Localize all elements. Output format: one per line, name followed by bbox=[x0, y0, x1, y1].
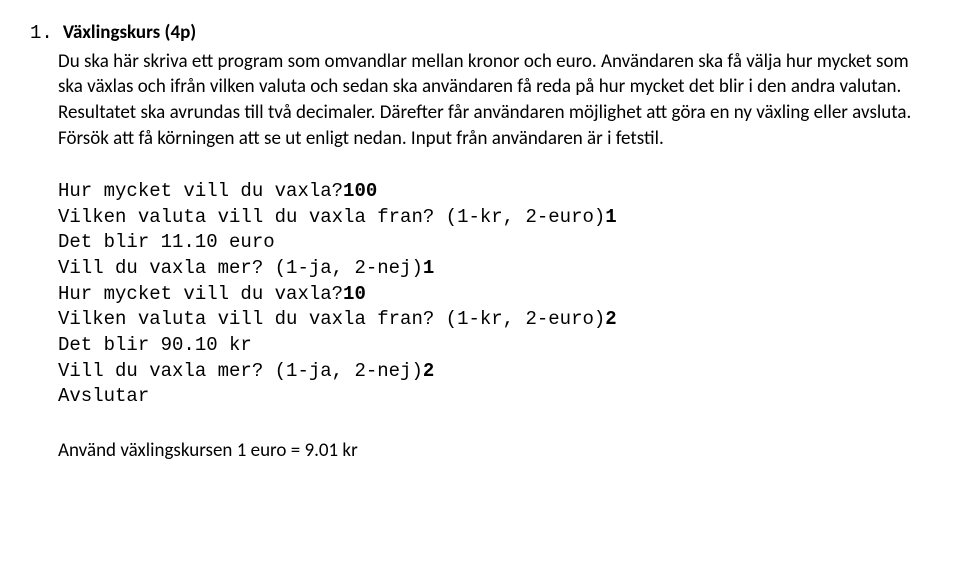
exercise-title: Växlingskurs (4p) bbox=[63, 20, 196, 46]
exercise-paragraph: Du ska här skriva ett program som omvand… bbox=[58, 49, 929, 152]
run-line-5-prompt: Hur mycket vill du vaxla? bbox=[58, 283, 343, 305]
run-line-4-prompt: Vill du vaxla mer? (1-ja, 2-nej) bbox=[58, 257, 423, 279]
run-line-2-prompt: Vilken valuta vill du vaxla fran? (1-kr,… bbox=[58, 206, 605, 228]
run-line-7: Det blir 90.10 kr bbox=[58, 334, 252, 356]
run-line-3: Det blir 11.10 euro bbox=[58, 231, 275, 253]
run-line-6-prompt: Vilken valuta vill du vaxla fran? (1-kr,… bbox=[58, 308, 605, 330]
exchange-rate-note: Använd växlingskursen 1 euro = 9.01 kr bbox=[58, 438, 929, 464]
run-line-5-input: 10 bbox=[343, 283, 366, 305]
run-line-8-input: 2 bbox=[423, 360, 434, 382]
run-line-1-input: 100 bbox=[343, 180, 377, 202]
heading-row: 1. Växlingskurs (4p) bbox=[30, 20, 929, 47]
list-number: 1. bbox=[30, 21, 53, 47]
run-line-2-input: 1 bbox=[605, 206, 616, 228]
run-line-6-input: 2 bbox=[605, 308, 616, 330]
run-line-1-prompt: Hur mycket vill du vaxla? bbox=[58, 180, 343, 202]
run-line-8-prompt: Vill du vaxla mer? (1-ja, 2-nej) bbox=[58, 360, 423, 382]
run-line-9: Avslutar bbox=[58, 385, 149, 407]
run-line-4-input: 1 bbox=[423, 257, 434, 279]
sample-run: Hur mycket vill du vaxla?100 Vilken valu… bbox=[58, 179, 929, 410]
